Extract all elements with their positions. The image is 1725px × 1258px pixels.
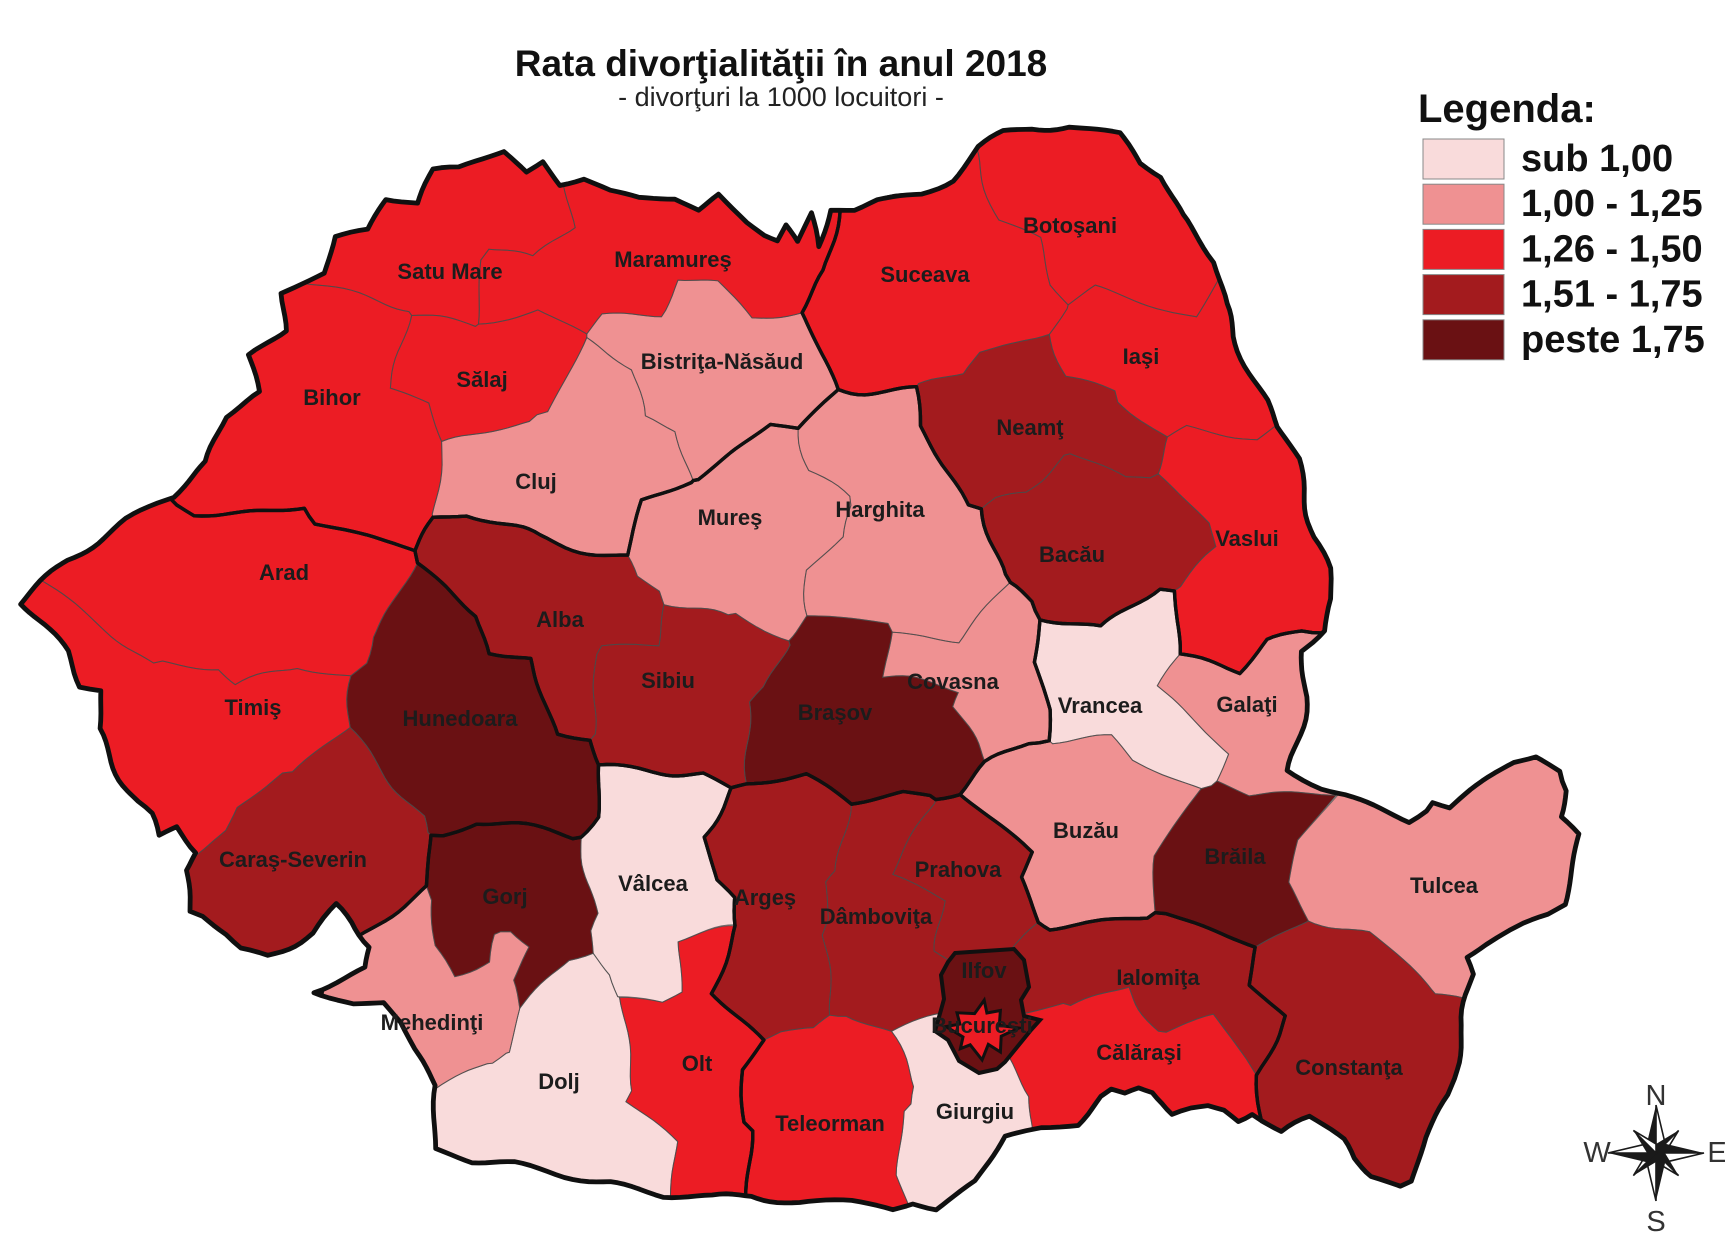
svg-text:1,00 - 1,25: 1,00 - 1,25 [1521, 183, 1703, 225]
svg-text:Vaslui: Vaslui [1215, 526, 1279, 551]
svg-text:Brăila: Brăila [1204, 844, 1266, 869]
svg-text:S: S [1646, 1206, 1665, 1238]
svg-text:Vrancea: Vrancea [1058, 693, 1143, 718]
svg-text:Ialomiţa: Ialomiţa [1116, 965, 1200, 990]
svg-text:Bistriţa-Năsăud: Bistriţa-Năsăud [641, 349, 804, 374]
svg-text:Timiş: Timiş [224, 695, 281, 720]
svg-text:sub 1,00: sub 1,00 [1521, 138, 1673, 180]
svg-text:Sibiu: Sibiu [641, 668, 695, 693]
svg-text:- divorţuri la 1000 locuitori: - divorţuri la 1000 locuitori - [618, 82, 944, 112]
svg-text:E: E [1707, 1137, 1725, 1169]
svg-text:Caraş-Severin: Caraş-Severin [219, 847, 367, 872]
svg-text:Satu Mare: Satu Mare [397, 259, 502, 284]
svg-text:Botoşani: Botoşani [1023, 213, 1117, 238]
svg-text:Ilfov: Ilfov [961, 958, 1007, 983]
svg-text:Buzău: Buzău [1053, 818, 1119, 843]
svg-text:Constanţa: Constanţa [1295, 1055, 1403, 1080]
svg-text:1,51 - 1,75: 1,51 - 1,75 [1521, 274, 1703, 316]
svg-text:Cluj: Cluj [515, 469, 557, 494]
svg-text:Arad: Arad [259, 560, 309, 585]
svg-text:Olt: Olt [682, 1051, 713, 1076]
svg-text:Teleorman: Teleorman [775, 1111, 885, 1136]
svg-text:Bucureşti: Bucureşti [931, 1013, 1032, 1038]
svg-text:Vâlcea: Vâlcea [618, 871, 688, 896]
svg-text:Gorj: Gorj [482, 884, 527, 909]
svg-text:Harghita: Harghita [835, 497, 925, 522]
svg-text:Argeş: Argeş [734, 885, 796, 910]
svg-text:Tulcea: Tulcea [1410, 873, 1479, 898]
svg-text:Iaşi: Iaşi [1123, 344, 1160, 369]
svg-text:Galaţi: Galaţi [1216, 692, 1277, 717]
svg-text:Legenda:: Legenda: [1418, 87, 1596, 131]
svg-text:Bacău: Bacău [1039, 542, 1105, 567]
svg-text:Braşov: Braşov [798, 700, 873, 725]
svg-text:Neamţ: Neamţ [996, 415, 1064, 440]
svg-text:Hunedoara: Hunedoara [403, 706, 519, 731]
svg-text:W: W [1583, 1137, 1611, 1169]
svg-text:Călăraşi: Călăraşi [1096, 1040, 1182, 1065]
svg-text:Sălaj: Sălaj [456, 367, 507, 392]
svg-text:Mehedinţi: Mehedinţi [381, 1010, 484, 1035]
svg-text:Giurgiu: Giurgiu [936, 1099, 1014, 1124]
svg-text:Rata divorţialităţii în anul 2: Rata divorţialităţii în anul 2018 [515, 43, 1048, 84]
svg-text:Prahova: Prahova [915, 857, 1003, 882]
svg-text:peste 1,75: peste 1,75 [1521, 319, 1705, 361]
svg-text:Alba: Alba [536, 607, 584, 632]
svg-text:Bihor: Bihor [303, 385, 361, 410]
svg-text:1,26 - 1,50: 1,26 - 1,50 [1521, 228, 1703, 270]
svg-text:Covasna: Covasna [907, 669, 999, 694]
svg-text:Maramureş: Maramureş [614, 247, 731, 272]
svg-text:Suceava: Suceava [880, 262, 970, 287]
svg-text:Dolj: Dolj [538, 1069, 580, 1094]
svg-text:Mureş: Mureş [698, 505, 763, 530]
svg-text:Dâmboviţa: Dâmboviţa [820, 904, 933, 929]
svg-text:N: N [1646, 1080, 1667, 1112]
